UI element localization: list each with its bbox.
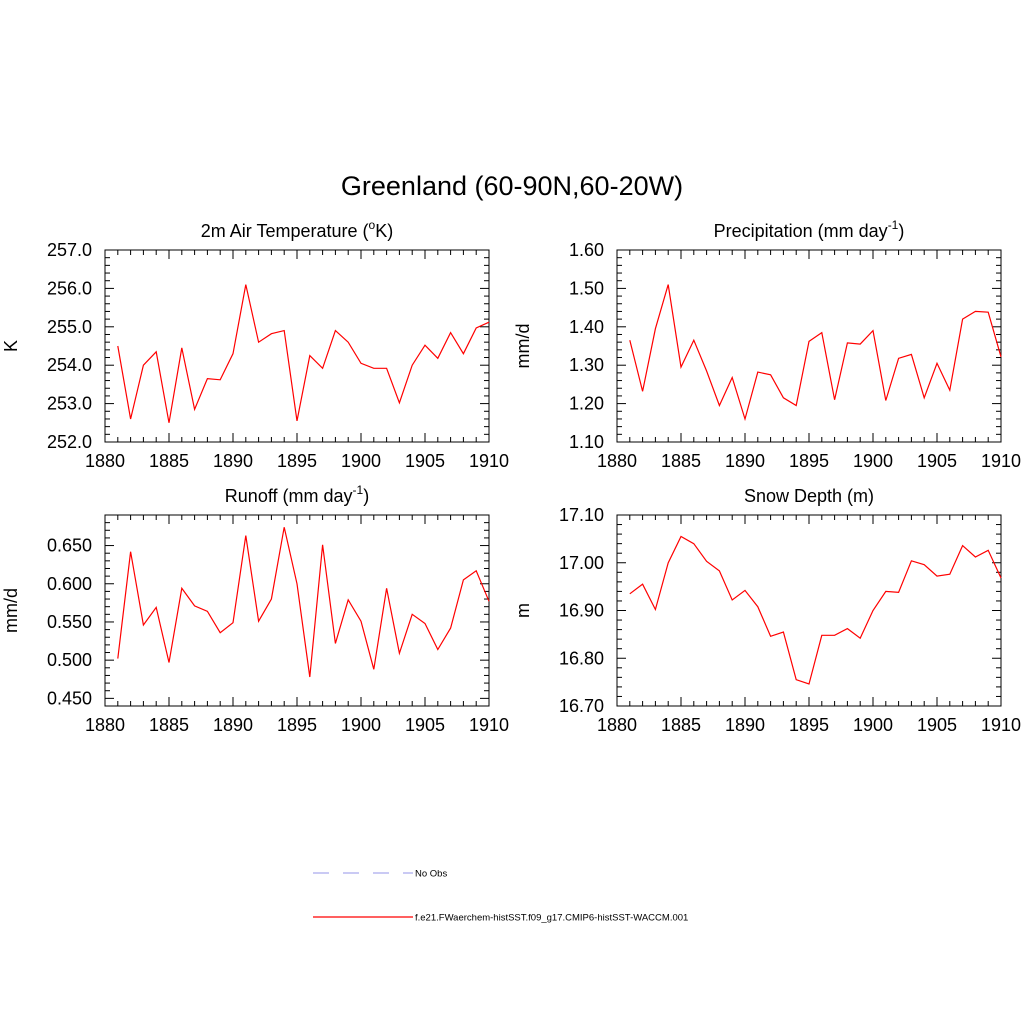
y-axis-label: mm/d <box>513 324 533 369</box>
x-tick-label: 1910 <box>981 715 1021 735</box>
y-tick-label: 1.20 <box>569 394 604 414</box>
y-tick-label: 1.30 <box>569 355 604 375</box>
y-axis-label: K <box>1 340 21 352</box>
series-line <box>629 535 1002 685</box>
y-tick-label: 1.60 <box>569 240 604 260</box>
series-line <box>117 527 490 678</box>
x-tick-label: 1905 <box>405 451 445 471</box>
x-tick-label: 1880 <box>85 715 125 735</box>
y-axis-label: mm/d <box>1 588 21 633</box>
x-tick-label: 1890 <box>213 451 253 471</box>
panel-title-main: Precipitation (mm day <box>714 221 888 241</box>
legend-label: f.e21.FWaerchem-histSST.f09_g17.CMIP6-hi… <box>415 913 688 924</box>
panel-title-main: 2m Air Temperature ( <box>201 221 369 241</box>
y-tick-label: 0.550 <box>47 612 92 632</box>
panel-title: Precipitation (mm day-1) <box>714 218 905 241</box>
panel-title: Snow Depth (m) <box>744 486 874 506</box>
plot-frame <box>616 249 1002 443</box>
x-tick-label: 1885 <box>149 715 189 735</box>
panel-4: Snow Depth (m) m 1880 1885 1890 1895 1900 1905 1… <box>513 486 1021 735</box>
y-tick-label: 1.10 <box>569 432 604 452</box>
y-tick-label: 0.600 <box>47 574 92 594</box>
x-tick-label: 1905 <box>917 451 957 471</box>
panel-title-tail: ) <box>363 486 369 506</box>
x-tick-label: 1910 <box>469 451 509 471</box>
plot-frame <box>104 249 490 443</box>
panel-title-main: Runoff (mm day <box>225 486 353 506</box>
plot-frame <box>616 514 1002 707</box>
x-tick-label: 1880 <box>597 451 637 471</box>
x-tick-label: 1880 <box>85 451 125 471</box>
y-tick-label: 17.10 <box>559 505 604 525</box>
x-tick-label: 1885 <box>661 715 701 735</box>
panel-title-sup: -1 <box>888 218 899 232</box>
panel-title-sup: o <box>369 218 376 232</box>
x-tick-label: 1895 <box>789 715 829 735</box>
x-tick-label: 1895 <box>277 451 317 471</box>
x-tick-label: 1900 <box>853 715 893 735</box>
y-tick-label: 254.0 <box>47 355 92 375</box>
y-tick-label: 1.50 <box>569 278 604 298</box>
x-tick-label: 1900 <box>341 715 381 735</box>
x-tick-label: 1890 <box>725 451 765 471</box>
y-tick-label: 257.0 <box>47 240 92 260</box>
y-axis-label: m <box>513 603 533 618</box>
x-tick-label: 1885 <box>149 451 189 471</box>
y-tick-label: 17.00 <box>559 553 604 573</box>
y-tick-label: 0.500 <box>47 650 92 670</box>
y-tick-label: 0.650 <box>47 536 92 556</box>
x-tick-label: 1910 <box>469 715 509 735</box>
x-tick-label: 1900 <box>853 451 893 471</box>
x-tick-label: 1890 <box>725 715 765 735</box>
panel-title-tail: ) <box>898 221 904 241</box>
y-tick-label: 253.0 <box>47 394 92 414</box>
x-tick-label: 1895 <box>789 451 829 471</box>
y-tick-label: 16.90 <box>559 601 604 621</box>
x-tick-label: 1885 <box>661 451 701 471</box>
y-tick-label: 1.40 <box>569 317 604 337</box>
y-tick-label: 252.0 <box>47 432 92 452</box>
plot-frame <box>104 514 490 707</box>
panels-group: 2m Air Temperature (oK) K 1880 1885 1890 1895… <box>1 218 1021 735</box>
x-tick-label: 1880 <box>597 715 637 735</box>
x-tick-label: 1910 <box>981 451 1021 471</box>
y-tick-label: 16.80 <box>559 648 604 668</box>
legend-label: No Obs <box>415 869 447 880</box>
legend: No Obs f.e21.FWaerchem-histSST.f09_g17.CM… <box>313 869 688 924</box>
panel-3: Runoff (mm day-1) mm/d 1880 1885 1890 1895 190… <box>1 483 509 735</box>
series-line <box>117 284 490 423</box>
y-tick-label: 16.70 <box>559 696 604 716</box>
panel-title: Runoff (mm day-1) <box>225 483 369 506</box>
y-tick-label: 256.0 <box>47 278 92 298</box>
y-tick-label: 255.0 <box>47 317 92 337</box>
x-tick-label: 1890 <box>213 715 253 735</box>
figure-title: Greenland (60-90N,60-20W) <box>341 171 683 201</box>
panel-title-main: Snow Depth (m) <box>744 486 874 506</box>
y-tick-label: 0.450 <box>47 688 92 708</box>
x-tick-label: 1905 <box>405 715 445 735</box>
x-tick-label: 1895 <box>277 715 317 735</box>
x-tick-label: 1900 <box>341 451 381 471</box>
panel-2: Precipitation (mm day-1) mm/d 1880 1885 1890… <box>513 218 1021 471</box>
panel-title-sup: -1 <box>353 483 364 497</box>
x-tick-label: 1905 <box>917 715 957 735</box>
series-line <box>629 284 1002 422</box>
panel-title: 2m Air Temperature (oK) <box>201 218 393 241</box>
panel-1: 2m Air Temperature (oK) K 1880 1885 1890 1895… <box>1 218 509 471</box>
panel-title-tail: K) <box>375 221 393 241</box>
